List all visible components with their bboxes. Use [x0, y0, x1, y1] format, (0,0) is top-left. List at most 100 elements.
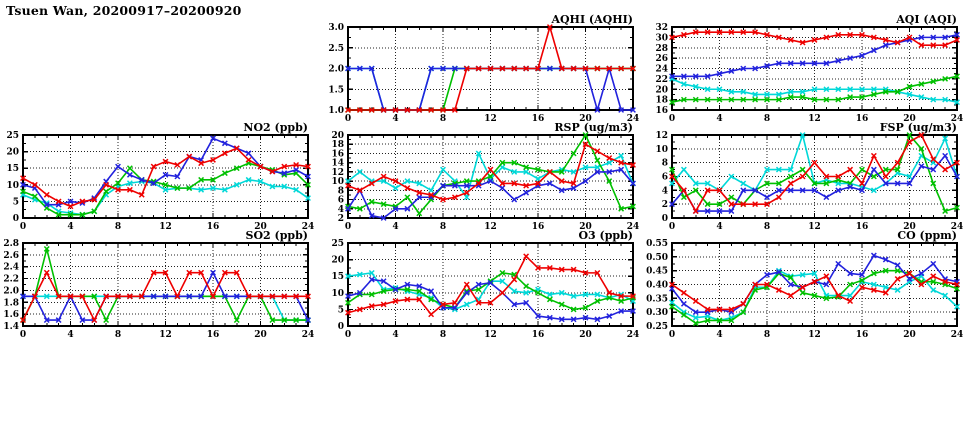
svg-text:16: 16 — [655, 106, 668, 116]
svg-text:0.35: 0.35 — [646, 294, 668, 304]
svg-text:SO2 (ppb): SO2 (ppb) — [246, 229, 309, 242]
svg-text:1.0: 1.0 — [328, 106, 344, 116]
svg-text:AQI (AQI): AQI (AQI) — [895, 13, 957, 26]
svg-text:12: 12 — [655, 131, 668, 141]
svg-text:CO (ppm): CO (ppm) — [897, 229, 957, 242]
svg-text:12: 12 — [331, 168, 344, 178]
svg-text:4: 4 — [392, 114, 398, 124]
svg-text:4: 4 — [338, 205, 344, 215]
svg-text:4: 4 — [67, 222, 73, 232]
svg-text:12: 12 — [159, 330, 172, 340]
svg-text:10: 10 — [6, 181, 19, 191]
svg-text:O3 (ppb): O3 (ppb) — [578, 229, 633, 242]
svg-text:2.8: 2.8 — [3, 239, 19, 249]
svg-text:12: 12 — [808, 330, 821, 340]
svg-text:20: 20 — [579, 114, 592, 124]
svg-text:12: 12 — [484, 222, 497, 232]
svg-text:20: 20 — [903, 330, 916, 340]
svg-text:1.6: 1.6 — [3, 310, 19, 320]
svg-text:0: 0 — [662, 214, 668, 224]
svg-text:2.6: 2.6 — [3, 251, 19, 261]
svg-text:24: 24 — [627, 114, 640, 124]
svg-text:0: 0 — [345, 114, 351, 124]
svg-text:20: 20 — [579, 330, 592, 340]
svg-text:20: 20 — [903, 222, 916, 232]
svg-text:0.25: 0.25 — [646, 322, 668, 332]
svg-text:15: 15 — [331, 272, 344, 282]
svg-text:16: 16 — [856, 330, 869, 340]
svg-text:4: 4 — [716, 330, 722, 340]
svg-text:8: 8 — [764, 222, 770, 232]
svg-text:16: 16 — [856, 114, 869, 124]
svg-text:12: 12 — [159, 222, 172, 232]
svg-text:0.30: 0.30 — [646, 308, 668, 318]
chart-svg-aqhi: AQHI (AQHI) 1.0 1.5 2.0 2.5 3.0 0 4 8 12 16 20 24 — [328, 13, 640, 124]
svg-text:0: 0 — [345, 330, 351, 340]
svg-text:8: 8 — [662, 159, 668, 169]
svg-text:20: 20 — [6, 148, 19, 158]
svg-text:3.0: 3.0 — [328, 23, 344, 33]
svg-text:0.45: 0.45 — [646, 267, 668, 277]
svg-text:18: 18 — [655, 96, 668, 106]
svg-text:20: 20 — [655, 85, 668, 95]
svg-text:4: 4 — [67, 330, 73, 340]
svg-text:8: 8 — [115, 222, 121, 232]
svg-text:20: 20 — [254, 330, 267, 340]
svg-text:25: 25 — [6, 131, 19, 141]
svg-text:0: 0 — [669, 330, 675, 340]
svg-text:5: 5 — [338, 305, 344, 315]
svg-text:8: 8 — [764, 114, 770, 124]
chart-panel-so2: SO2 (ppb) 1.4 1.6 1.8 2.0 2.2 2.4 2.6 2.8 0 4 8 12 16… — [0, 229, 316, 341]
svg-text:10: 10 — [331, 289, 344, 299]
chart-svg-co: CO (ppm) 0.25 0.30 0.35 0.40 0.45 0.50 0.55 0 4 8 1… — [646, 229, 964, 340]
svg-text:6: 6 — [662, 173, 668, 183]
svg-text:25: 25 — [331, 239, 344, 249]
svg-text:20: 20 — [331, 131, 344, 141]
svg-text:2.4: 2.4 — [3, 263, 19, 273]
svg-text:5: 5 — [13, 197, 19, 207]
svg-text:16: 16 — [532, 114, 545, 124]
svg-text:RSP (ug/m3): RSP (ug/m3) — [554, 121, 633, 134]
svg-text:24: 24 — [951, 330, 964, 340]
svg-text:24: 24 — [302, 330, 315, 340]
svg-text:4: 4 — [392, 330, 398, 340]
svg-text:20: 20 — [903, 114, 916, 124]
svg-text:NO2 (ppb): NO2 (ppb) — [243, 121, 308, 134]
svg-text:28: 28 — [655, 44, 668, 54]
svg-text:20: 20 — [579, 222, 592, 232]
svg-text:2.0: 2.0 — [3, 286, 19, 296]
svg-text:20: 20 — [254, 222, 267, 232]
svg-text:10: 10 — [655, 145, 668, 155]
svg-text:4: 4 — [716, 222, 722, 232]
chart-svg-so2: SO2 (ppb) 1.4 1.6 1.8 2.02.2 2.4 2.6 2.8 0 4 8 12 16… — [3, 229, 315, 340]
svg-text:1.8: 1.8 — [3, 298, 19, 308]
svg-text:24: 24 — [302, 222, 315, 232]
svg-text:20: 20 — [331, 256, 344, 266]
svg-text:0: 0 — [13, 214, 19, 224]
svg-text:8: 8 — [115, 330, 121, 340]
svg-text:16: 16 — [532, 222, 545, 232]
svg-text:4: 4 — [716, 114, 722, 124]
svg-text:2: 2 — [662, 200, 668, 210]
page-title: Tsuen Wan, 20200917–20200920 — [6, 3, 242, 18]
chart-panel-no2: NO2 (ppb) 0 5 10 15 20 25 0 4 8 12 16 20 24 — [0, 121, 316, 233]
svg-text:0: 0 — [345, 222, 351, 232]
svg-text:6: 6 — [338, 196, 344, 206]
svg-text:18: 18 — [331, 140, 344, 150]
svg-text:0: 0 — [20, 222, 26, 232]
svg-text:0: 0 — [669, 114, 675, 124]
svg-text:12: 12 — [484, 114, 497, 124]
svg-text:1.4: 1.4 — [3, 322, 19, 332]
svg-text:16: 16 — [532, 330, 545, 340]
svg-text:2.2: 2.2 — [3, 275, 19, 285]
svg-text:24: 24 — [655, 65, 668, 75]
svg-text:16: 16 — [207, 330, 220, 340]
svg-text:8: 8 — [764, 330, 770, 340]
svg-text:0.40: 0.40 — [646, 281, 668, 291]
svg-text:8: 8 — [440, 330, 446, 340]
svg-text:12: 12 — [808, 114, 821, 124]
svg-text:16: 16 — [331, 149, 344, 159]
svg-text:2.0: 2.0 — [328, 65, 344, 75]
